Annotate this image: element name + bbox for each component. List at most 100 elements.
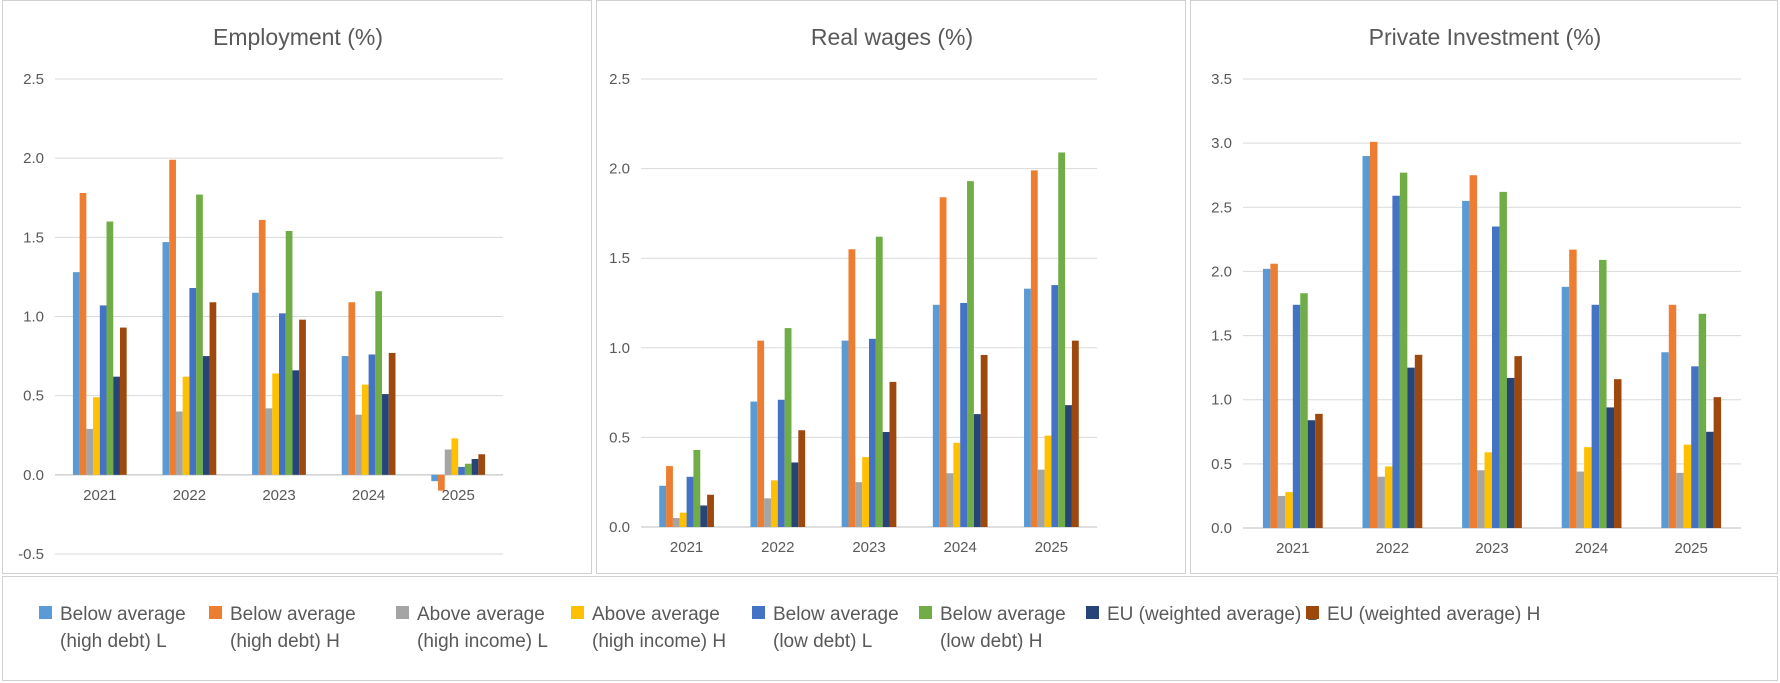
bar [382, 394, 389, 475]
bar [1676, 472, 1684, 528]
legend-item: EU (weighted average) H [1306, 601, 1540, 628]
bar [882, 432, 890, 527]
legend-swatch [396, 606, 409, 619]
bar [348, 302, 356, 475]
y-tick-label: -0.5 [18, 546, 44, 563]
bar [784, 328, 792, 527]
bar [1058, 152, 1066, 528]
bar [700, 505, 708, 527]
legend-label: EU (weighted average) H [1327, 604, 1541, 625]
bar [1270, 263, 1278, 528]
bar [169, 159, 176, 475]
bar [967, 181, 974, 528]
bar [252, 292, 259, 475]
bar [162, 242, 170, 475]
legend-label: Below average (low debt) L [773, 604, 899, 652]
x-tick-label: 2024 [944, 539, 977, 556]
y-tick-label: 3.5 [1211, 71, 1232, 88]
bar [855, 482, 863, 527]
legend: Below average (high debt) L Below average… [2, 576, 1778, 681]
bar [1285, 492, 1293, 528]
y-tick-label: 0.5 [609, 429, 630, 446]
y-tick-label: 0.5 [23, 388, 44, 405]
bar [1584, 447, 1592, 528]
y-tick-label: 1.0 [1211, 392, 1232, 409]
bar [686, 476, 694, 527]
bar [1044, 435, 1052, 527]
x-tick-label: 2025 [1035, 539, 1068, 556]
bar [1713, 397, 1722, 528]
y-tick-label: 0.5 [1211, 456, 1232, 473]
bar [1499, 191, 1507, 529]
legend-item: EU (weighted average) L [1086, 601, 1317, 628]
y-tick-label: 1.5 [1211, 328, 1232, 345]
legend-swatch [571, 606, 584, 619]
bar [1668, 304, 1677, 528]
bar [1024, 288, 1031, 527]
x-tick-label: 2023 [852, 539, 885, 556]
x-tick-label: 2022 [761, 539, 794, 556]
bar [1576, 471, 1585, 528]
bar [841, 340, 849, 527]
y-tick-label: 1.5 [609, 250, 630, 267]
bar [1407, 367, 1415, 528]
bar [299, 319, 306, 475]
bar [862, 457, 869, 527]
x-tick-label: 2025 [442, 487, 475, 504]
bar [1706, 431, 1714, 528]
bar [791, 462, 799, 527]
bar [355, 414, 362, 475]
chart-real-wages: Real wages (%) 0.0 0.5 1.0 1.5 2.0 2.5 2021 2022… [596, 0, 1186, 574]
x-tick-label: 2021 [670, 539, 703, 556]
bar [1561, 286, 1570, 528]
legend-item: Above average (high income) H [571, 601, 726, 655]
bar [750, 401, 758, 527]
bar [113, 376, 120, 475]
bar [258, 219, 266, 475]
legend-swatch [919, 606, 932, 619]
chart-title: Employment (%) [213, 24, 383, 50]
bar [939, 197, 947, 527]
x-tick-label: 2024 [1575, 540, 1608, 557]
bar [707, 494, 714, 527]
bar [1037, 469, 1045, 527]
bar [119, 327, 127, 475]
bar [980, 354, 988, 527]
legend-label: Below average (low debt) H [940, 604, 1066, 652]
legend-label: EU (weighted average) L [1107, 604, 1318, 625]
chart-title: Real wages (%) [811, 24, 973, 50]
chart-svg: Private Investment (%) 0.0 0.5 1.0 1.5 2.0 2.5… [1211, 24, 1741, 557]
bar [1065, 405, 1072, 527]
bar [1414, 354, 1423, 528]
bar [770, 480, 778, 527]
bar [1277, 495, 1286, 528]
y-tick-label: 1.0 [609, 340, 630, 357]
bar [1698, 313, 1707, 528]
legend-label: Above average (high income) H [592, 604, 727, 652]
bar [1051, 285, 1059, 527]
y-tick-label: 2.0 [23, 150, 44, 167]
bar [451, 438, 459, 475]
bar [1262, 268, 1271, 528]
y-tick-label: 3.0 [1211, 135, 1232, 152]
legend-item: Below average (low debt) L [752, 601, 899, 655]
bar [1292, 304, 1301, 528]
bar [1569, 249, 1577, 528]
x-tick-label: 2022 [1376, 540, 1409, 557]
y-tick-label: 1.5 [23, 229, 44, 246]
bar [209, 302, 217, 475]
chart-private-investment: Private Investment (%) 0.0 0.5 1.0 1.5 2.0 2.5… [1190, 0, 1778, 574]
bar [292, 370, 300, 475]
bar [679, 512, 687, 527]
bar [375, 291, 383, 475]
bar [1514, 356, 1522, 528]
bar [265, 408, 273, 475]
bar [1462, 200, 1470, 528]
bar [99, 305, 107, 475]
y-tick-label: 2.5 [609, 71, 630, 88]
legend-item: Below average (high debt) L [39, 601, 186, 655]
bar [182, 376, 190, 475]
legend-label: Above average (high income) L [417, 604, 548, 652]
y-tick-label: 0.0 [609, 519, 630, 536]
bar [1477, 470, 1485, 528]
